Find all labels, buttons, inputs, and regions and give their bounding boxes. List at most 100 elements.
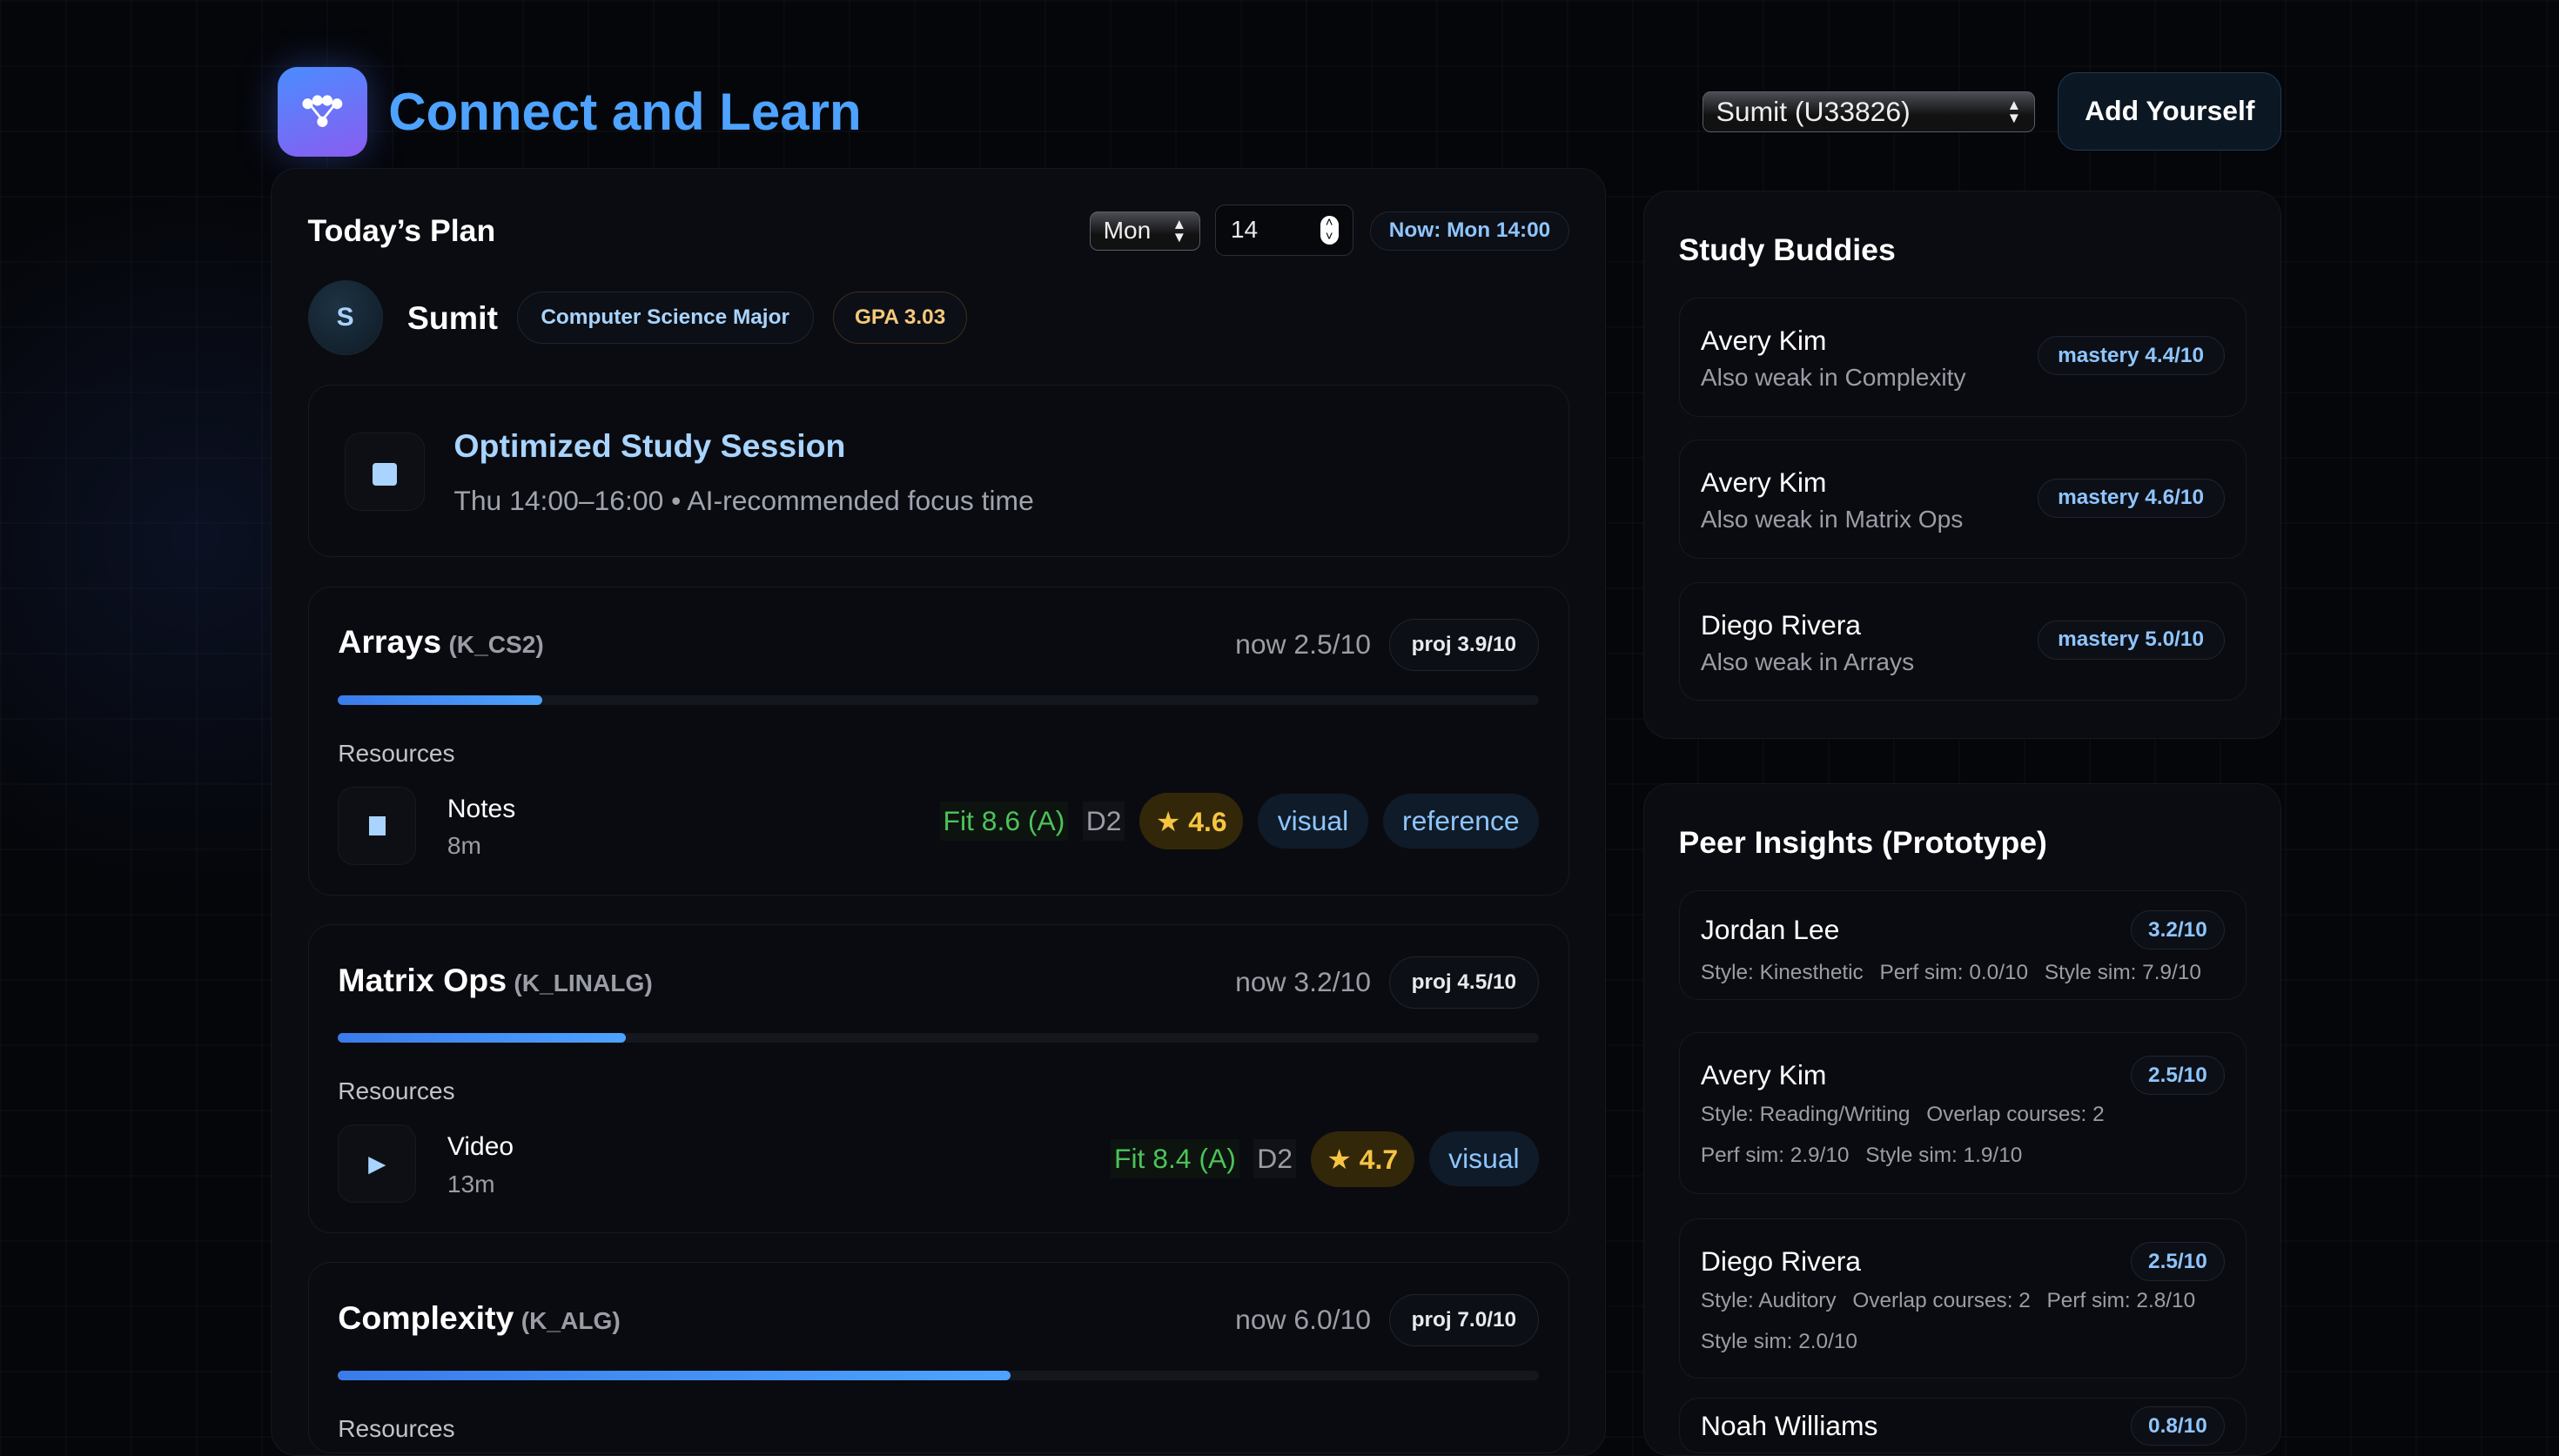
topic-title: Matrix Ops (K_LINALG) (338, 962, 652, 999)
progress-fill (338, 694, 542, 706)
peer-style-sim: Style sim: 2.0/10 (1700, 1329, 1857, 1353)
buddy-item[interactable]: Avery Kim Also weak in Complexity master… (1678, 298, 2247, 418)
buddy-name: Avery Kim (1700, 466, 1827, 499)
now-score: now 2.5/10 (1235, 628, 1371, 660)
buddy-note: Also weak in Complexity (1700, 364, 1966, 392)
buddy-note: Also weak in Matrix Ops (1700, 506, 1964, 533)
tag-visual: visual (1428, 1131, 1540, 1187)
topic-card-complexity: Complexity (K_ALG) now 6.0/10 proj 7.0/1… (307, 1262, 1569, 1453)
peer-insights-panel: Peer Insights (Prototype) Jordan Lee 3.2… (1643, 783, 2282, 1456)
resources-label: Resources (338, 1414, 455, 1442)
peer-insights-title: Peer Insights (Prototype) (1678, 824, 2047, 860)
user-name: Sumit (406, 299, 499, 337)
day-select[interactable]: Mon ▲ ▼ (1089, 211, 1201, 251)
peer-item[interactable]: Avery Kim 2.5/10 Style: Reading/Writing O… (1678, 1032, 2247, 1194)
topic-name: Matrix Ops (338, 961, 507, 998)
fit-score: Fit 8.4 (A) (1111, 1139, 1239, 1178)
select-arrows-icon: ▲ ▼ (2006, 97, 2022, 127)
session-title: Optimized Study Session (453, 427, 846, 465)
proj-score: proj 7.0/10 (1388, 1294, 1540, 1346)
peer-style: Style: Reading/Writing (1700, 1103, 1911, 1127)
peer-name: Jordan Lee (1700, 914, 1840, 946)
notes-icon (338, 786, 417, 865)
buddy-item[interactable]: Avery Kim Also weak in Matrix Ops master… (1678, 439, 2247, 560)
plan-title: Today’s Plan (307, 212, 496, 248)
topic-title: Complexity (K_ALG) (338, 1299, 620, 1337)
topic-code: (K_LINALG) (514, 969, 653, 996)
topic-name: Complexity (338, 1298, 514, 1336)
user-select[interactable]: Sumit (U33826) ▲ ▼ (1702, 91, 2036, 132)
star-icon: ★ (1155, 805, 1181, 837)
study-buddies-panel: Study Buddies Avery Kim Also weak in Com… (1643, 191, 2282, 740)
peer-item[interactable]: Diego Rivera 2.5/10 Style: Auditory Overl… (1678, 1218, 2247, 1379)
peer-style: Style: Auditory (1700, 1289, 1837, 1312)
stepper-icon[interactable]: ˄ ˅ (1320, 215, 1339, 245)
difficulty-badge: D2 (1083, 802, 1125, 841)
mastery-progress-bar (338, 1033, 1540, 1043)
peer-name: Noah Williams (1700, 1410, 1878, 1442)
buddy-item[interactable]: Diego Rivera Also weak in Arrays mastery… (1678, 581, 2247, 701)
buddy-name: Diego Rivera (1700, 608, 1862, 641)
peer-overlap: Overlap courses: 2 (1926, 1103, 2105, 1127)
peer-score: 0.8/10 (2131, 1406, 2225, 1446)
day-select-value: Mon (1103, 217, 1152, 245)
peer-style-sim: Style sim: 7.9/10 (2044, 961, 2201, 985)
avatar: S (307, 279, 383, 355)
resource-duration: 13m (447, 1170, 495, 1198)
resources-label: Resources (338, 739, 455, 767)
rating-value: 4.7 (1359, 1143, 1399, 1175)
gpa-badge: GPA 3.03 (833, 291, 967, 344)
tag-reference: reference (1382, 793, 1540, 849)
todays-plan-panel: Today’s Plan Mon ▲ ▼ 14 ˄ ˅ Now: Mon 14:00… (271, 168, 1606, 1456)
topic-title: Arrays (K_CS2) (338, 623, 544, 661)
peer-score: 2.5/10 (2131, 1242, 2225, 1281)
peer-item[interactable]: Noah Williams 0.8/10 (1678, 1398, 2247, 1453)
resource-tags: Fit 8.6 (A) D2 ★ 4.6 visual reference (939, 793, 1540, 849)
select-arrows-icon: ▲ ▼ (1172, 216, 1187, 246)
peer-perf-sim: Perf sim: 2.8/10 (2046, 1289, 2196, 1312)
resource-name[interactable]: Notes (447, 795, 516, 824)
peer-name: Avery Kim (1700, 1059, 1827, 1090)
study-buddies-title: Study Buddies (1678, 232, 1896, 268)
progress-fill (338, 1033, 627, 1043)
tag-visual: visual (1258, 793, 1368, 849)
topic-code: (K_CS2) (448, 631, 544, 659)
progress-fill (338, 1371, 1011, 1381)
study-session-card[interactable]: Optimized Study Session Thu 14:00–16:00 … (307, 384, 1569, 558)
peer-item[interactable]: Jordan Lee 3.2/10 Style: Kinesthetic Perf… (1678, 889, 2247, 1000)
mastery-progress-bar (338, 1371, 1540, 1381)
hour-input[interactable]: 14 ˄ ˅ (1215, 205, 1354, 256)
play-icon: ▶ (338, 1124, 417, 1203)
rating-value: 4.6 (1188, 805, 1227, 837)
add-yourself-button[interactable]: Add Yourself (2058, 71, 2282, 151)
rating-badge: ★ 4.6 (1139, 793, 1244, 849)
star-icon: ★ (1327, 1143, 1352, 1175)
peer-style: Style: Kinesthetic (1700, 961, 1864, 985)
topic-code: (K_ALG) (521, 1306, 621, 1334)
mastery-badge: mastery 5.0/10 (2037, 620, 2225, 660)
app-logo (277, 66, 367, 157)
peer-perf-sim: Perf sim: 2.9/10 (1700, 1144, 1850, 1168)
mastery-progress-bar (338, 694, 1540, 706)
peer-score: 3.2/10 (2131, 910, 2225, 950)
resource-tags: Fit 8.4 (A) D2 ★ 4.7 visual (1111, 1131, 1540, 1187)
mastery-badge: mastery 4.6/10 (2037, 478, 2225, 518)
mastery-badge: mastery 4.4/10 (2037, 336, 2225, 376)
network-icon (302, 95, 343, 127)
topic-card-arrays: Arrays (K_CS2) now 2.5/10 proj 3.9/10 Re… (307, 587, 1569, 896)
peer-name: Diego Rivera (1700, 1245, 1862, 1277)
difficulty-badge: D2 (1253, 1139, 1296, 1178)
fit-score: Fit 8.6 (A) (939, 802, 1069, 841)
calendar-icon (344, 433, 425, 511)
resource-name[interactable]: Video (447, 1132, 514, 1162)
proj-score: proj 3.9/10 (1388, 618, 1540, 671)
now-score: now 6.0/10 (1235, 1304, 1371, 1336)
user-select-value: Sumit (U33826) (1716, 95, 1911, 127)
peer-style-sim: Style sim: 1.9/10 (1865, 1144, 2023, 1168)
topic-card-matrix-ops: Matrix Ops (K_LINALG) now 3.2/10 proj 4.… (307, 924, 1569, 1233)
hour-input-value: 14 (1230, 216, 1259, 244)
proj-score: proj 4.5/10 (1388, 956, 1540, 1009)
peer-score: 2.5/10 (2131, 1056, 2225, 1096)
resource-duration: 8m (447, 832, 481, 860)
